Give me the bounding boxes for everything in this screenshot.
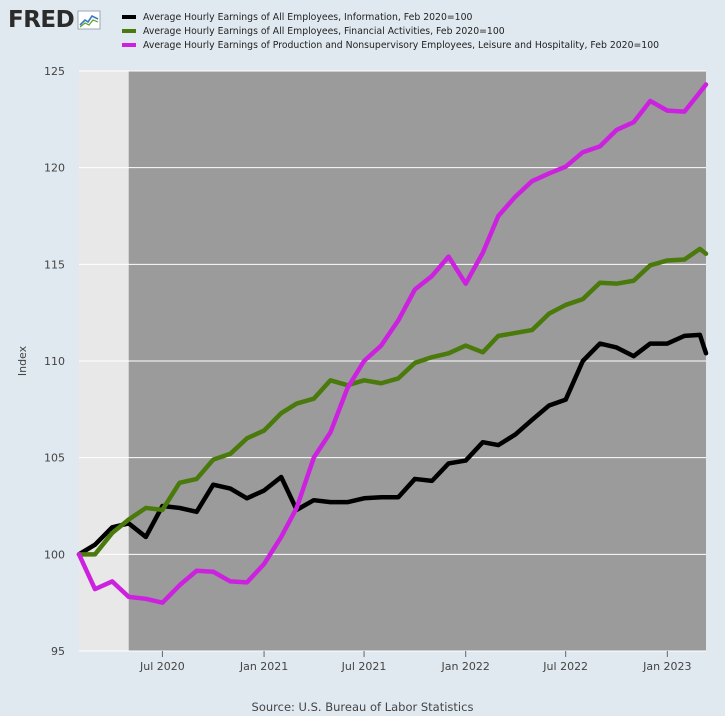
x-tick-label: Jul 2020 xyxy=(139,660,185,673)
y-tick-label: 110 xyxy=(44,355,65,368)
legend-swatch xyxy=(122,43,136,47)
legend-item: Average Hourly Earnings of Production an… xyxy=(122,38,659,52)
source-note: Source: U.S. Bureau of Labor Statistics xyxy=(251,700,474,714)
logo-text: FRED xyxy=(8,7,75,33)
y-tick-label: 105 xyxy=(44,452,65,465)
x-tick-label: Jan 2022 xyxy=(440,660,489,673)
legend-item: Average Hourly Earnings of All Employees… xyxy=(122,24,659,38)
fred-logo[interactable]: FRED xyxy=(8,6,101,34)
x-tick-label: Jan 2023 xyxy=(642,660,691,673)
legend-label: Average Hourly Earnings of Production an… xyxy=(143,39,660,51)
y-axis-ticks: 95 100 105 110 115 120 125 xyxy=(44,65,65,658)
y-tick-label: 120 xyxy=(44,162,65,175)
series-line-3 xyxy=(76,82,709,605)
x-tick-label: Jan 2021 xyxy=(239,660,288,673)
series-line-2 xyxy=(76,246,709,557)
legend-swatch xyxy=(122,15,136,19)
y-tick-label: 100 xyxy=(44,548,65,561)
x-tick-label: Jul 2021 xyxy=(341,660,387,673)
x-tick-label: Jul 2022 xyxy=(542,660,588,673)
series-lines xyxy=(76,82,709,605)
x-axis-ticks: Jul 2020 Jan 2021 Jul 2021 Jan 2022 Jul 2022… xyxy=(139,651,692,673)
gridlines xyxy=(79,70,706,652)
legend-swatch xyxy=(122,29,136,33)
y-tick-label: 95 xyxy=(51,645,65,658)
y-tick-label: 115 xyxy=(44,258,65,271)
y-axis-label: Index xyxy=(16,345,29,376)
y-tick-label: 125 xyxy=(44,65,65,78)
legend: Average Hourly Earnings of All Employees… xyxy=(122,10,659,52)
legend-label: Average Hourly Earnings of All Employees… xyxy=(143,25,505,37)
series-line-1 xyxy=(76,332,709,557)
legend-label: Average Hourly Earnings of All Employees… xyxy=(143,11,473,23)
chart-logo-icon xyxy=(77,10,101,30)
legend-item: Average Hourly Earnings of All Employees… xyxy=(122,10,659,24)
